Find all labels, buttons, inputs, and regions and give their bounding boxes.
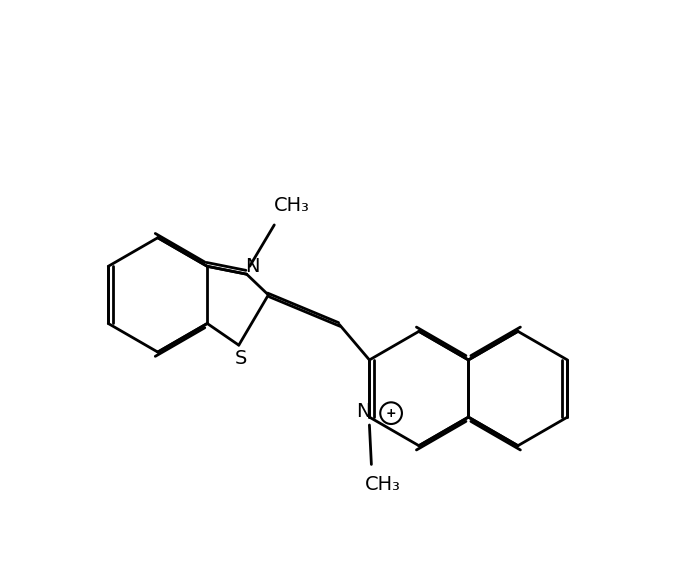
Text: +: +: [386, 407, 397, 420]
Text: N: N: [356, 401, 371, 420]
Text: N: N: [246, 257, 260, 276]
Text: S: S: [235, 350, 247, 369]
Text: CH₃: CH₃: [274, 196, 310, 215]
Text: CH₃: CH₃: [365, 475, 401, 494]
